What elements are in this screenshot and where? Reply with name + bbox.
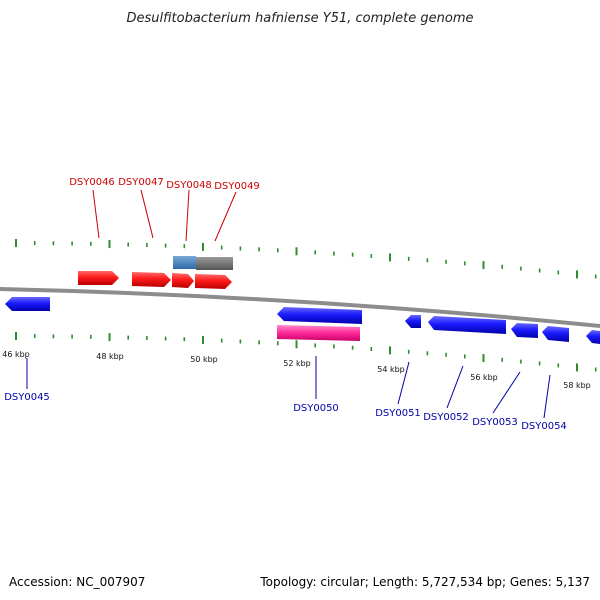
genome-stats-text: Topology: circular; Length: 5,727,534 bp… <box>259 575 590 589</box>
map-title: Desulfitobacterium hafniense Y51, comple… <box>126 11 473 26</box>
gene-label-dsy0048[interactable]: DSY0048 <box>166 180 212 191</box>
gene-label-dsy0046[interactable]: DSY0046 <box>69 177 115 188</box>
gene-label-dsy0053[interactable]: DSY0053 <box>472 417 518 428</box>
feature-highlight-blue[interactable] <box>173 256 196 269</box>
gene-label-dsy0051[interactable]: DSY0051 <box>375 408 421 419</box>
gene-dsy0055-partial[interactable] <box>586 330 600 344</box>
gene-label-dsy0045[interactable]: DSY0045 <box>4 392 50 403</box>
gene-dsy0046[interactable] <box>78 271 119 285</box>
label-leader-lines <box>26 189 551 419</box>
reverse-strand-features <box>5 297 600 344</box>
accession-text: Accession: NC_007907 <box>9 575 145 589</box>
gene-label-dsy0054[interactable]: DSY0054 <box>521 421 567 432</box>
gene-rna-feature[interactable] <box>277 325 360 341</box>
gene-dsy0047[interactable] <box>132 272 171 287</box>
genome-backbone <box>0 287 600 328</box>
gene-dsy0051[interactable] <box>405 315 421 328</box>
gene-dsy0053[interactable] <box>511 323 538 338</box>
scale-label: 52 kbp <box>283 359 311 368</box>
outer-tick-row <box>15 239 597 279</box>
scale-label: 46 kbp <box>2 350 30 359</box>
reverse-gene-labels: DSY0045 DSY0050 DSY0051 DSY0052 DSY0053 … <box>4 392 567 432</box>
gene-dsy0045[interactable] <box>5 297 50 311</box>
scale-label: 50 kbp <box>190 355 218 364</box>
gene-dsy0050[interactable] <box>277 307 362 324</box>
forward-strand-features <box>78 256 233 289</box>
scale-labels: 46 kbp 48 kbp 50 kbp 52 kbp 54 kbp 56 kb… <box>2 350 591 390</box>
scale-label: 48 kbp <box>96 352 124 361</box>
forward-gene-labels: DSY0046 DSY0047 DSY0048 DSY0049 <box>69 177 260 192</box>
gene-dsy0052[interactable] <box>428 316 506 334</box>
gene-label-dsy0050[interactable]: DSY0050 <box>293 403 339 414</box>
inner-tick-row <box>15 332 597 372</box>
gene-label-dsy0049[interactable]: DSY0049 <box>214 181 260 192</box>
gene-dsy0054[interactable] <box>542 326 569 342</box>
scale-label: 54 kbp <box>377 365 405 374</box>
scale-label: 56 kbp <box>470 373 498 382</box>
gene-dsy0048[interactable] <box>172 273 194 288</box>
scale-label: 58 kbp <box>563 381 591 390</box>
gene-dsy0049[interactable] <box>195 274 232 289</box>
feature-highlight-grey[interactable] <box>196 257 233 270</box>
gene-label-dsy0047[interactable]: DSY0047 <box>118 177 164 188</box>
gene-label-dsy0052[interactable]: DSY0052 <box>423 412 469 423</box>
